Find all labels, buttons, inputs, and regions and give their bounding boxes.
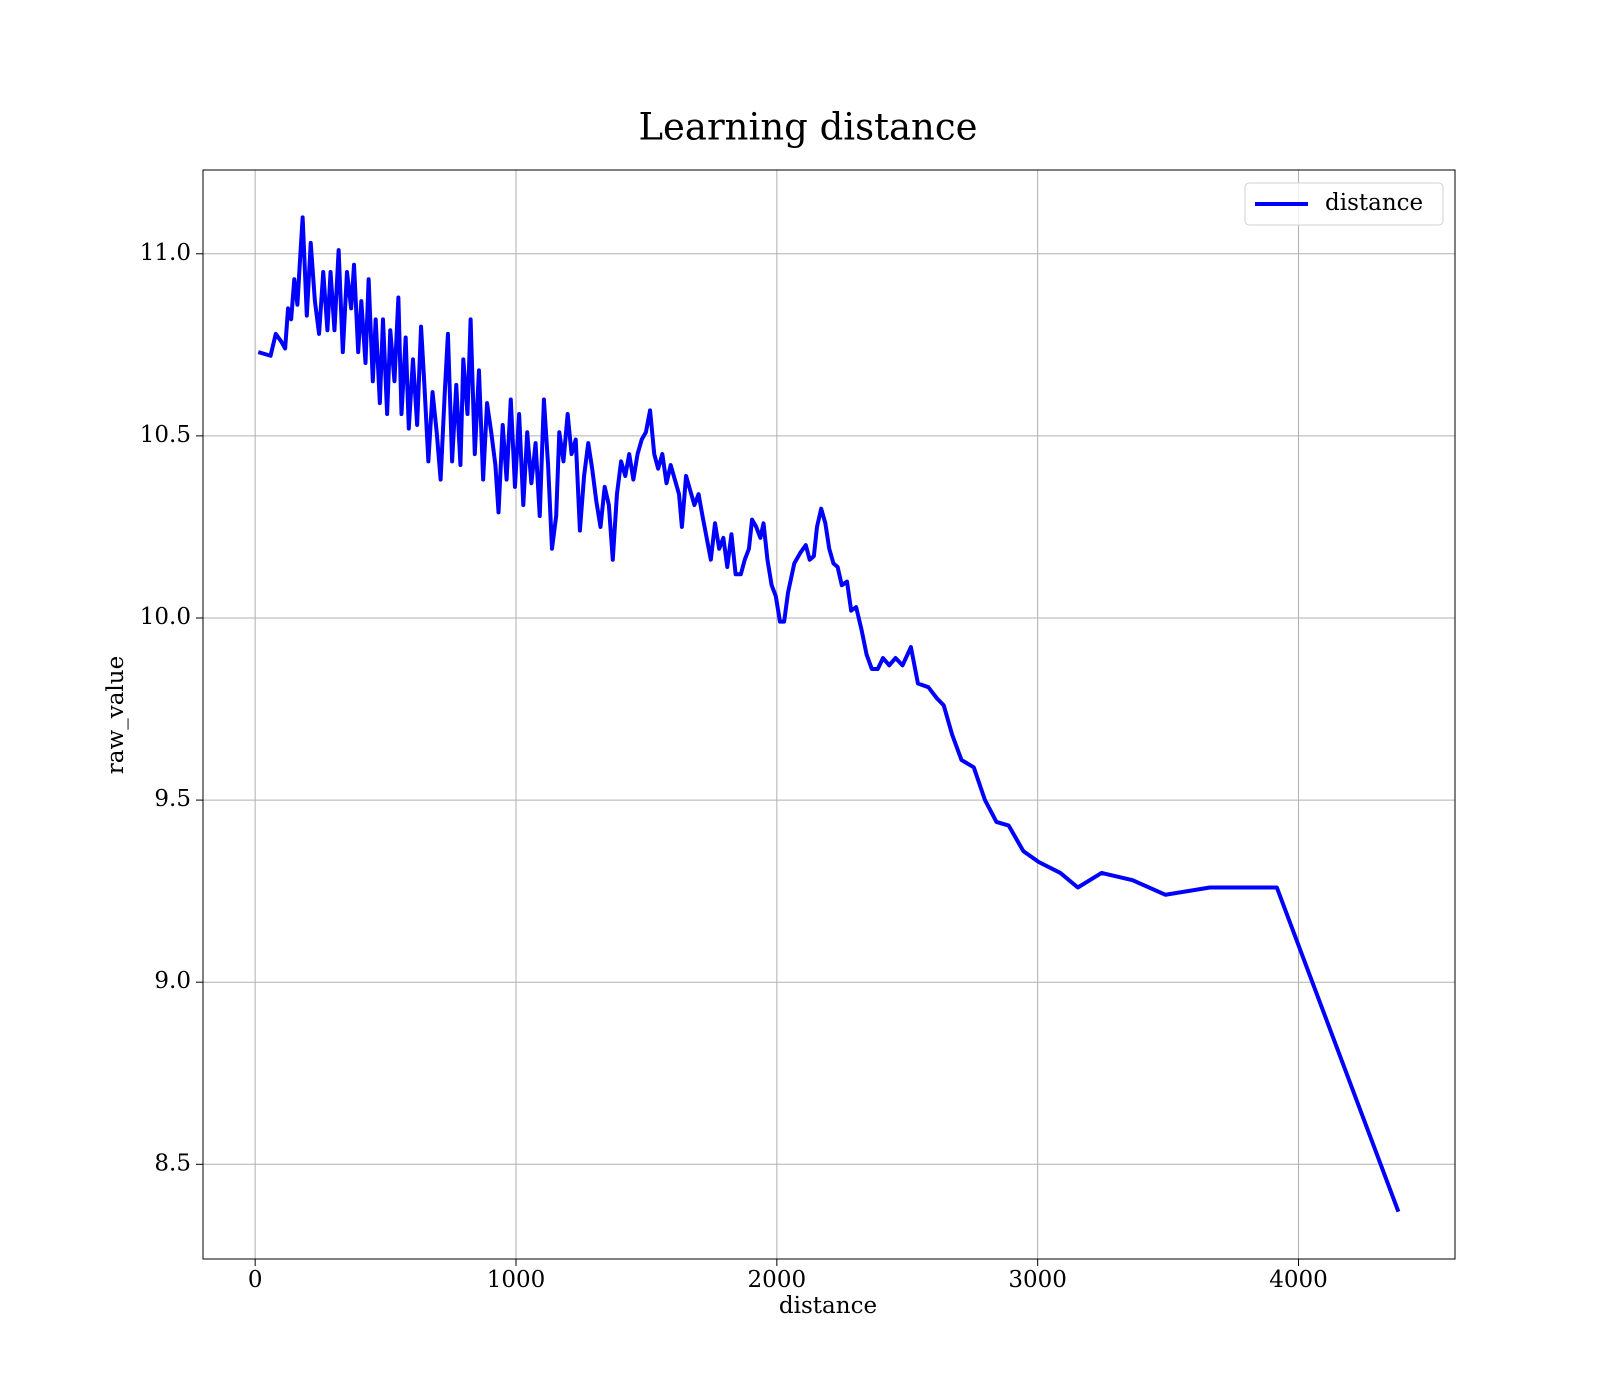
y-axis-label: raw_value xyxy=(103,656,129,774)
y-tick-label: 10.0 xyxy=(140,604,191,630)
x-tick-label: 4000 xyxy=(1269,1267,1328,1293)
legend-box xyxy=(1244,182,1444,226)
chart-title: Learning distance xyxy=(638,106,977,149)
x-tick-label: 0 xyxy=(248,1267,263,1293)
y-tick-label: 10.5 xyxy=(140,422,191,448)
y-tick-label: 9.5 xyxy=(154,786,191,812)
data-line xyxy=(257,215,1401,1213)
y-tick-label: 11.0 xyxy=(140,240,191,266)
plot-frame xyxy=(202,169,1456,1260)
x-tick-label: 2000 xyxy=(748,1267,807,1293)
y-tick-label: 9.0 xyxy=(154,968,191,994)
x-axis-label: distance xyxy=(779,1293,877,1319)
legend-label: distance xyxy=(1325,190,1423,216)
x-tick-label: 1000 xyxy=(487,1267,546,1293)
x-tick-label: 3000 xyxy=(1008,1267,1067,1293)
y-tick-label: 8.5 xyxy=(154,1150,191,1176)
